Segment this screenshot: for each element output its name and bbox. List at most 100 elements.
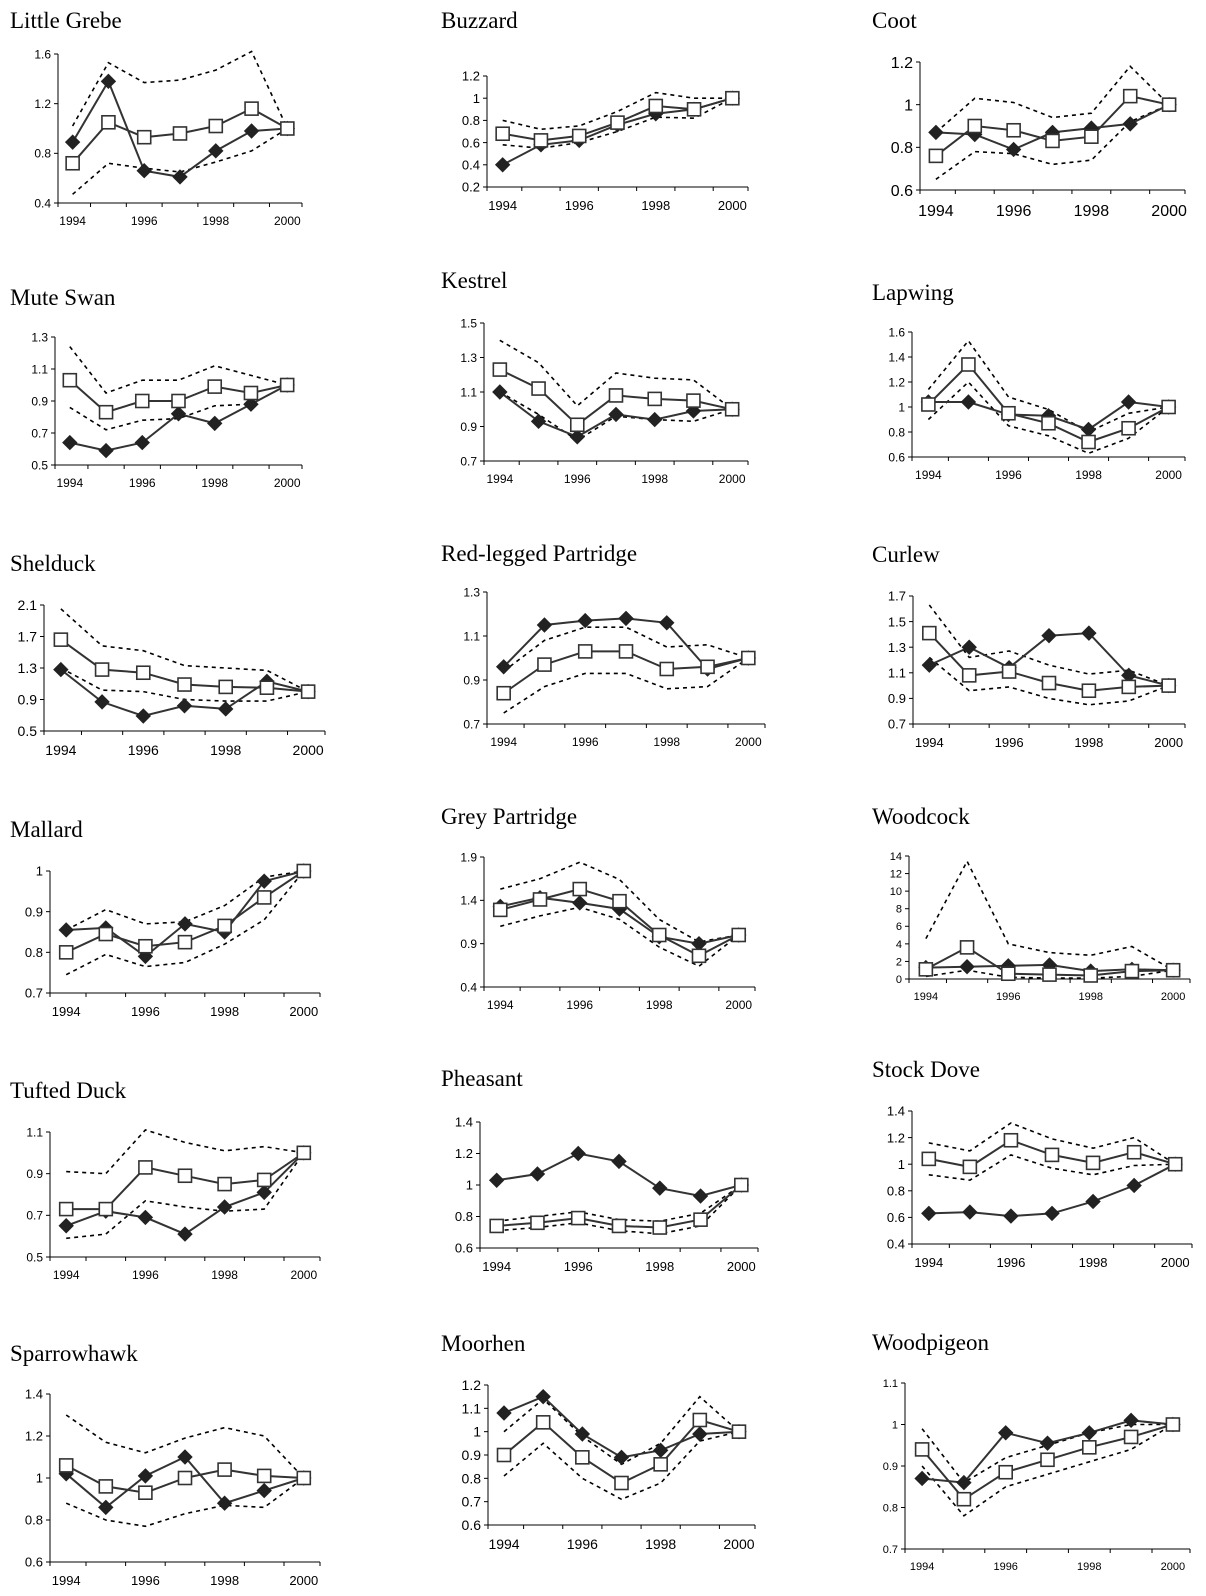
x-tick-label: 1994 bbox=[915, 468, 942, 482]
diamond-marker bbox=[243, 123, 260, 139]
chart-panel: Sparrowhawk 0.6 0.8 1 1.2 1.4 1994 1996 1998 2000 bbox=[10, 1341, 330, 1596]
diamond-marker bbox=[243, 396, 259, 412]
y-tick-label: 0.8 bbox=[455, 1209, 473, 1224]
square-marker bbox=[217, 1176, 232, 1192]
x-tick-label: 2000 bbox=[727, 1259, 756, 1274]
y-tick-label: 0.8 bbox=[34, 147, 51, 161]
square-marker bbox=[693, 1212, 708, 1227]
square-marker bbox=[1121, 679, 1137, 695]
y-tick-label: 0.9 bbox=[463, 673, 480, 687]
square-marker bbox=[1041, 675, 1057, 691]
chart-panel: Woodpigeon 0.7 0.8 0.9 1 1.1 1994 1996 1998 2000 bbox=[872, 1330, 1200, 1583]
diamond-marker bbox=[1044, 1205, 1060, 1222]
y-tick-label: 0.9 bbox=[25, 904, 43, 919]
square-marker bbox=[280, 121, 295, 136]
ci-dashed-line bbox=[503, 626, 749, 672]
x-tick-label: 1998 bbox=[1078, 991, 1102, 1003]
y-tick-label: 1.2 bbox=[462, 69, 480, 84]
diamond-marker bbox=[914, 1470, 930, 1487]
diamond-marker bbox=[170, 406, 187, 422]
chart-plot: 0.6 0.8 1 1.2 1.4 1994 1996 1998 2000 bbox=[25, 1387, 321, 1588]
square-marker bbox=[686, 393, 701, 408]
x-tick-label: 1996 bbox=[565, 198, 594, 213]
square-marker bbox=[1041, 415, 1056, 431]
square-marker bbox=[1040, 1452, 1055, 1468]
square-marker bbox=[256, 1468, 272, 1484]
chart-plot: 0.5 0.7 0.9 1.1 1994 1996 1998 2000 bbox=[26, 1125, 321, 1282]
square-marker bbox=[177, 1168, 193, 1184]
diamond-marker bbox=[692, 1426, 708, 1442]
y-tick-label: 1 bbox=[466, 1178, 473, 1193]
diamond-marker bbox=[1003, 1208, 1019, 1224]
y-tick-label: 1.2 bbox=[462, 1377, 482, 1393]
square-marker bbox=[62, 372, 78, 388]
square-marker bbox=[256, 1172, 272, 1188]
square-marker bbox=[575, 1450, 590, 1465]
y-tick-label: 1.2 bbox=[887, 1130, 905, 1145]
x-tick-label: 1998 bbox=[1074, 735, 1103, 750]
chart-title: Curlew bbox=[872, 542, 940, 567]
x-tick-label: 1994 bbox=[52, 1573, 81, 1588]
square-marker bbox=[572, 881, 588, 897]
x-tick-label: 1994 bbox=[487, 998, 514, 1012]
square-marker bbox=[208, 118, 224, 134]
square-marker bbox=[135, 665, 151, 681]
square-marker bbox=[1121, 420, 1136, 436]
diamond-marker bbox=[652, 1180, 668, 1196]
diamond-marker bbox=[135, 708, 151, 724]
chart-plot: 0.7 0.9 1.1 1.3 1.5 1994 1996 1998 2000 bbox=[460, 316, 749, 486]
square-marker bbox=[171, 393, 186, 409]
chart-title: Grey Partridge bbox=[441, 804, 578, 829]
diamond-marker bbox=[1005, 141, 1022, 158]
x-tick-label: 1996 bbox=[129, 476, 156, 490]
x-tick-label: 1996 bbox=[996, 991, 1020, 1003]
diamond-marker bbox=[608, 406, 624, 423]
diamond-marker bbox=[618, 610, 634, 627]
x-tick-label: 1998 bbox=[646, 998, 673, 1012]
square-marker bbox=[296, 1145, 312, 1161]
diamond-marker bbox=[100, 73, 117, 90]
diamond-marker bbox=[570, 1145, 586, 1162]
square-marker bbox=[58, 1201, 74, 1217]
diamond-marker bbox=[997, 1425, 1014, 1441]
x-tick-label: 1994 bbox=[914, 991, 938, 1003]
y-tick-label: 0.9 bbox=[888, 691, 906, 706]
diamond-marker bbox=[692, 1188, 709, 1204]
y-tick-label: 0.6 bbox=[462, 135, 480, 150]
square-marker bbox=[961, 357, 976, 372]
x-tick-label: 2000 bbox=[725, 998, 752, 1012]
diamond-marker bbox=[535, 1388, 551, 1405]
diamond-marker bbox=[64, 134, 81, 150]
diamond-marker bbox=[613, 1449, 630, 1466]
diamond-marker bbox=[177, 916, 193, 932]
square-marker bbox=[296, 1470, 312, 1486]
diamond-marker bbox=[496, 1405, 512, 1421]
x-tick-label: 1994 bbox=[482, 1259, 511, 1274]
square-marker bbox=[537, 657, 552, 672]
square-marker bbox=[58, 945, 74, 960]
square-marker bbox=[741, 650, 756, 666]
chart-title: Lapwing bbox=[872, 280, 954, 305]
y-tick-label: 0.2 bbox=[462, 180, 480, 195]
diamond-marker bbox=[961, 639, 977, 655]
diamond-marker bbox=[960, 394, 977, 410]
chart-panel: Lapwing 0.6 0.8 1 1.2 1.4 1.6 1994 1996 1998 2000 bbox=[872, 280, 1195, 491]
chart-title: Stock Dove bbox=[872, 1057, 980, 1082]
diamond-marker bbox=[494, 157, 511, 173]
square-marker bbox=[98, 404, 114, 420]
diamond-marker bbox=[962, 1204, 978, 1220]
x-tick-label: 1994 bbox=[910, 1561, 934, 1573]
square-marker bbox=[961, 668, 977, 683]
chart-title: Sparrowhawk bbox=[10, 1341, 138, 1366]
y-tick-label: 0.5 bbox=[18, 723, 38, 739]
square-marker bbox=[496, 1447, 512, 1463]
x-tick-label: 2000 bbox=[1154, 735, 1183, 750]
x-tick-label: 1996 bbox=[128, 742, 159, 758]
chart-title: Tufted Duck bbox=[10, 1078, 127, 1103]
y-tick-label: 6 bbox=[896, 921, 902, 933]
ci-dashed-line bbox=[935, 65, 1170, 134]
y-tick-label: 0.7 bbox=[26, 1209, 43, 1223]
ci-dashed-line bbox=[928, 656, 1169, 706]
y-tick-label: 0.7 bbox=[463, 717, 480, 731]
y-tick-label: 1 bbox=[898, 400, 905, 414]
